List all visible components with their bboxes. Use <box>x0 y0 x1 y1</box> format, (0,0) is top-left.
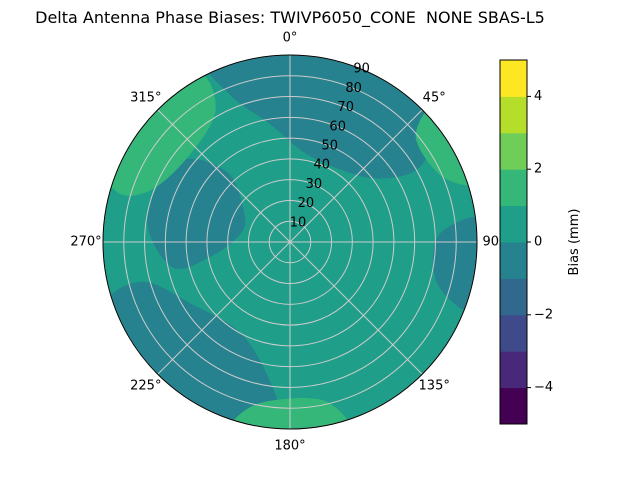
radial-tick-label: 10 <box>290 215 307 230</box>
contour-region <box>146 158 246 269</box>
azimuth-tick-label: 45° <box>423 90 446 105</box>
angular-gridline <box>157 241 291 375</box>
radial-tick-label: 30 <box>306 177 323 192</box>
azimuth-tick-label: 180° <box>274 439 305 454</box>
azimuth-tick-label: 270° <box>70 235 101 250</box>
colorbar-tick-label: 4 <box>534 89 542 104</box>
colorbar-band <box>500 387 527 425</box>
contour-region <box>104 72 216 196</box>
colorbar-band <box>500 314 527 352</box>
radial-tick-label: 70 <box>337 100 354 115</box>
azimuth-tick-label: 225° <box>130 379 161 394</box>
azimuth-tick-label: 315° <box>130 90 161 105</box>
angular-gridline <box>157 109 291 243</box>
colorbar-band <box>500 242 527 279</box>
angular-gridline <box>289 241 423 375</box>
colorbar-tick-label: 2 <box>534 162 542 177</box>
radial-tick-label: 80 <box>345 81 362 96</box>
colorbar-tick-label: −4 <box>534 380 553 395</box>
colorbar-tick-label: −2 <box>534 307 553 322</box>
angular-gridline <box>289 109 423 243</box>
radial-tick-label: 20 <box>298 196 315 211</box>
contour-region <box>432 216 477 314</box>
colorbar-band <box>500 60 527 97</box>
colorbar-tick-label: 0 <box>534 235 542 250</box>
colorbar-band <box>500 132 527 170</box>
polar-boundary <box>102 54 478 430</box>
colorbar-band <box>500 351 527 389</box>
contour-region <box>106 281 279 429</box>
colorbar: −4 −2 0 2 4 <box>499 59 553 425</box>
colorbar-band <box>500 205 527 243</box>
radial-tick-label: 60 <box>329 119 346 134</box>
colorbar-band <box>500 96 527 134</box>
radial-tick-label: 50 <box>322 139 339 154</box>
colorbar-band <box>500 169 527 207</box>
radial-tick-label: 90 <box>353 62 370 77</box>
azimuth-tick-label: 135° <box>419 379 450 394</box>
polar-axes: 1020304050607080900°45°90°135°180°225°27… <box>70 31 505 454</box>
colorbar-axis-label: Bias (mm) <box>567 209 582 276</box>
azimuth-tick-label: 0° <box>283 31 298 46</box>
colorbar-band <box>500 278 527 316</box>
chart-title: Delta Antenna Phase Biases: TWIVP6050_CO… <box>35 8 545 28</box>
radial-tick-label: 40 <box>314 158 331 173</box>
